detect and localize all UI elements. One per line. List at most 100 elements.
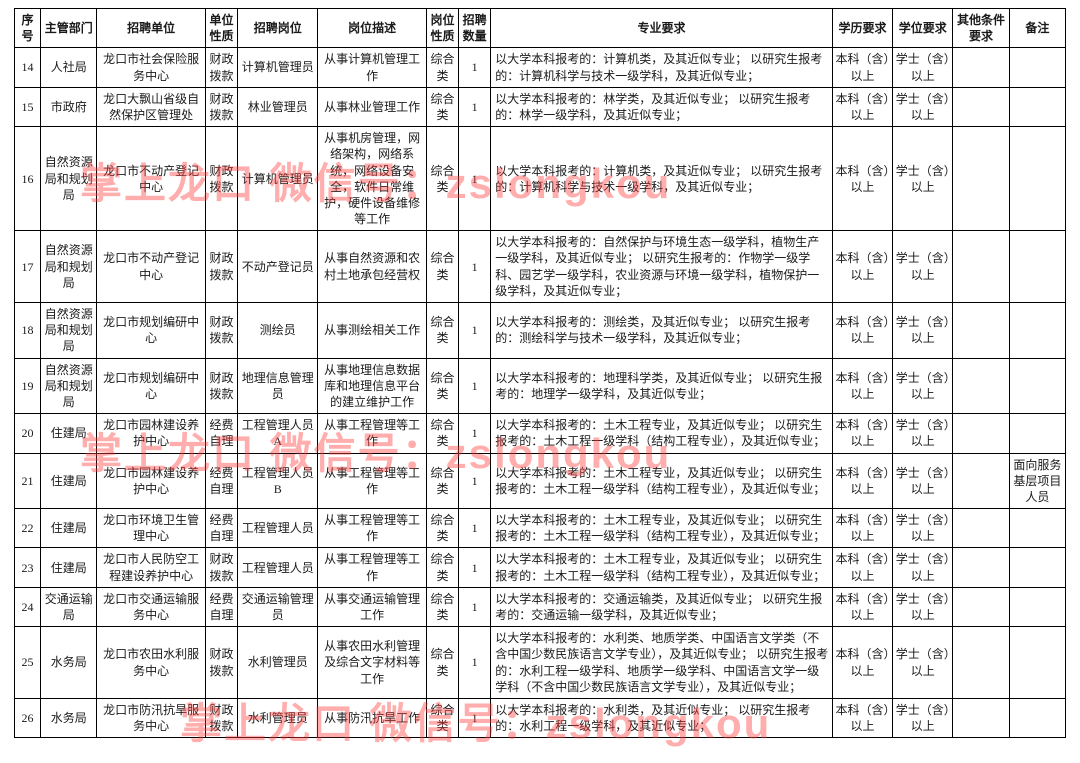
table-row: 16自然资源局和规划局龙口市不动产登记中心财政拨款计算机管理员从事机房管理，网络… (15, 127, 1066, 231)
cell-post: 水利管理员 (238, 627, 318, 699)
cell-cnt: 1 (459, 509, 491, 548)
cell-pdesc: 从事工程管理等工作 (318, 509, 427, 548)
cell-note (1009, 414, 1065, 453)
cell-pdesc: 从事机房管理，网络架构，网络系统，网络设备安全，软件日常维护，硬件设备维修等工作 (318, 127, 427, 231)
table-row: 15市政府龙口大飘山省级自然保护区管理处财政拨款林业管理员从事林业管理工作综合类… (15, 87, 1066, 126)
col-header-4: 招聘岗位 (238, 9, 318, 48)
cell-unit: 龙口大飘山省级自然保护区管理处 (97, 87, 206, 126)
col-header-12: 备注 (1009, 9, 1065, 48)
cell-pnat: 综合类 (426, 453, 458, 509)
cell-unat: 经费自理 (205, 453, 237, 509)
cell-unit: 龙口市不动产登记中心 (97, 127, 206, 231)
cell-deg: 学士（含）以上 (893, 627, 953, 699)
col-header-5: 岗位描述 (318, 9, 427, 48)
page-container: 序号主管部门招聘单位单位性质招聘岗位岗位描述岗位性质招聘数量专业要求学历要求学位… (0, 0, 1080, 746)
cell-note (1009, 587, 1065, 626)
cell-pdesc: 从事测绘相关工作 (318, 303, 427, 359)
cell-pnat: 综合类 (426, 358, 458, 414)
cell-post: 工程管理人员 (238, 548, 318, 587)
cell-cnt: 1 (459, 453, 491, 509)
cell-unat: 财政拨款 (205, 127, 237, 231)
cell-cnt: 1 (459, 587, 491, 626)
cell-edu: 本科（含）以上 (832, 48, 892, 87)
cell-oth (953, 231, 1009, 303)
cell-dept: 市政府 (41, 87, 97, 126)
cell-unit: 龙口市规划编研中心 (97, 358, 206, 414)
cell-unit: 龙口市不动产登记中心 (97, 231, 206, 303)
cell-dept: 自然资源局和规划局 (41, 127, 97, 231)
cell-deg: 学士（含）以上 (893, 587, 953, 626)
cell-unat: 财政拨款 (205, 627, 237, 699)
cell-cnt: 1 (459, 548, 491, 587)
cell-oth (953, 358, 1009, 414)
cell-post: 计算机管理员 (238, 48, 318, 87)
cell-note: 面向服务基层项目人员 (1009, 453, 1065, 509)
cell-dept: 水务局 (41, 627, 97, 699)
cell-note (1009, 698, 1065, 737)
cell-deg: 学士（含）以上 (893, 548, 953, 587)
cell-dept: 住建局 (41, 453, 97, 509)
cell-pnat: 综合类 (426, 698, 458, 737)
cell-unat: 财政拨款 (205, 698, 237, 737)
cell-edu: 本科（含）以上 (832, 87, 892, 126)
cell-seq: 14 (15, 48, 41, 87)
cell-seq: 16 (15, 127, 41, 231)
cell-post: 交通运输管理员 (238, 587, 318, 626)
cell-req: 以大学本科报考的：自然保护与环境生态一级学科，植物生产一级学科，及其近似专业； … (491, 231, 833, 303)
cell-pnat: 综合类 (426, 509, 458, 548)
table-row: 26水务局龙口市防汛抗旱服务中心财政拨款水利管理员从事防汛抗旱工作综合类1以大学… (15, 698, 1066, 737)
table-row: 21住建局龙口市园林建设养护中心经费自理工程管理人员B从事工程管理等工作综合类1… (15, 453, 1066, 509)
cell-oth (953, 627, 1009, 699)
col-header-6: 岗位性质 (426, 9, 458, 48)
cell-deg: 学士（含）以上 (893, 509, 953, 548)
cell-deg: 学士（含）以上 (893, 48, 953, 87)
table-row: 20住建局龙口市园林建设养护中心经费自理工程管理人员A从事工程管理等工作综合类1… (15, 414, 1066, 453)
cell-pdesc: 从事交通运输管理工作 (318, 587, 427, 626)
table-row: 24交通运输局龙口市交通运输服务中心经费自理交通运输管理员从事交通运输管理工作综… (15, 587, 1066, 626)
cell-unat: 财政拨款 (205, 231, 237, 303)
table-row: 14人社局龙口市社会保险服务中心财政拨款计算机管理员从事计算机管理工作综合类1以… (15, 48, 1066, 87)
cell-unit: 龙口市交通运输服务中心 (97, 587, 206, 626)
cell-unat: 经费自理 (205, 509, 237, 548)
cell-pnat: 综合类 (426, 48, 458, 87)
cell-edu: 本科（含）以上 (832, 358, 892, 414)
cell-seq: 22 (15, 509, 41, 548)
cell-unit: 龙口市农田水利服务中心 (97, 627, 206, 699)
cell-oth (953, 698, 1009, 737)
cell-edu: 本科（含）以上 (832, 414, 892, 453)
cell-dept: 自然资源局和规划局 (41, 303, 97, 359)
cell-cnt: 1 (459, 358, 491, 414)
cell-oth (953, 414, 1009, 453)
cell-pdesc: 从事工程管理等工作 (318, 548, 427, 587)
cell-deg: 学士（含）以上 (893, 127, 953, 231)
cell-deg: 学士（含）以上 (893, 453, 953, 509)
cell-edu: 本科（含）以上 (832, 627, 892, 699)
cell-unat: 财政拨款 (205, 358, 237, 414)
cell-req: 以大学本科报考的：土木工程专业，及其近似专业； 以研究生报考的：土木工程一级学科… (491, 548, 833, 587)
cell-cnt: 1 (459, 87, 491, 126)
cell-seq: 23 (15, 548, 41, 587)
cell-dept: 自然资源局和规划局 (41, 358, 97, 414)
col-header-2: 招聘单位 (97, 9, 206, 48)
cell-pdesc: 从事防汛抗旱工作 (318, 698, 427, 737)
cell-req: 以大学本科报考的：地理科学类，及其近似专业； 以研究生报考的：地理学一级学科，及… (491, 358, 833, 414)
cell-seq: 19 (15, 358, 41, 414)
cell-deg: 学士（含）以上 (893, 358, 953, 414)
cell-unit: 龙口市社会保险服务中心 (97, 48, 206, 87)
cell-req: 以大学本科报考的：测绘类，及其近似专业； 以研究生报考的：测绘科学与技术一级学科… (491, 303, 833, 359)
cell-note (1009, 509, 1065, 548)
cell-dept: 住建局 (41, 509, 97, 548)
cell-dept: 自然资源局和规划局 (41, 231, 97, 303)
cell-oth (953, 453, 1009, 509)
col-header-3: 单位性质 (205, 9, 237, 48)
cell-dept: 人社局 (41, 48, 97, 87)
cell-seq: 21 (15, 453, 41, 509)
cell-dept: 住建局 (41, 548, 97, 587)
cell-req: 以大学本科报考的：计算机类，及其近似专业； 以研究生报考的：计算机科学与技术一级… (491, 48, 833, 87)
table-row: 17自然资源局和规划局龙口市不动产登记中心财政拨款不动产登记员从事自然资源和农村… (15, 231, 1066, 303)
cell-unit: 龙口市环境卫生管理中心 (97, 509, 206, 548)
cell-edu: 本科（含）以上 (832, 509, 892, 548)
cell-req: 以大学本科报考的：计算机类，及其近似专业； 以研究生报考的：计算机科学与技术一级… (491, 127, 833, 231)
cell-unat: 财政拨款 (205, 303, 237, 359)
cell-unit: 龙口市园林建设养护中心 (97, 414, 206, 453)
